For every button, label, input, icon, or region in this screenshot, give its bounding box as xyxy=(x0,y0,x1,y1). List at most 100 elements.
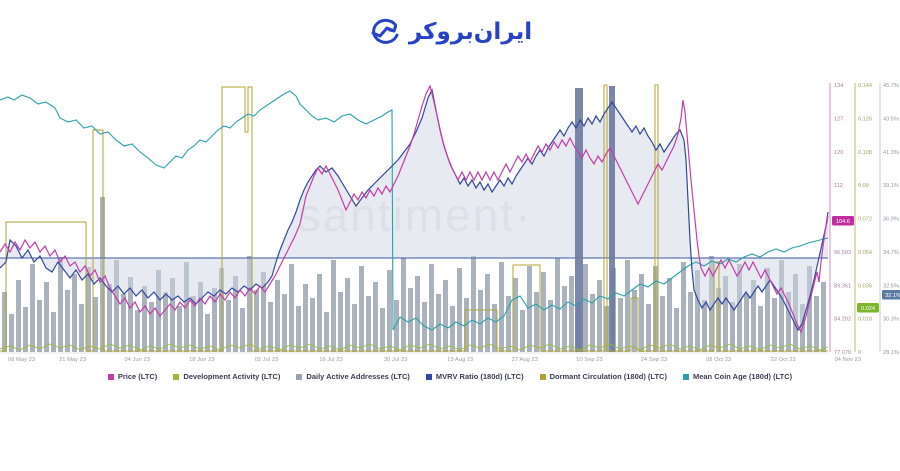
daa-bar xyxy=(618,298,623,352)
daa-bar xyxy=(443,280,448,352)
legend-item-3[interactable]: MVRV Ratio (180d) (LTC) xyxy=(425,372,524,381)
price-axis-tick: 112 xyxy=(834,183,843,189)
daa-bar xyxy=(23,307,28,352)
daa-bar xyxy=(702,300,707,352)
daa-bar xyxy=(513,278,518,352)
x-tick-label: 10 Sep 23 xyxy=(576,357,602,363)
legend-item-2[interactable]: Daily Active Addresses (LTC) xyxy=(296,372,410,381)
dormant-circulation-axis-tick: 0 xyxy=(858,350,861,356)
chart-legend: Price (LTC) Development Activity (LTC) Dai… xyxy=(0,372,900,381)
brand-circular-arrow-icon xyxy=(371,18,399,44)
daa-bar xyxy=(583,264,588,352)
x-tick-label: 22 Oct 23 xyxy=(771,357,796,363)
mean-coin-age-axis-tick: 43.5% xyxy=(883,116,899,122)
daa-bar xyxy=(499,262,504,352)
brand-logo: ایران‌بروکر xyxy=(0,8,900,56)
x-tick-label: 02 Jul 23 xyxy=(255,357,279,363)
daa-bar xyxy=(527,266,532,352)
daa-bar xyxy=(359,266,364,352)
daa-bar xyxy=(44,282,49,352)
development-activity-line xyxy=(0,343,829,351)
daa-bar xyxy=(744,294,749,352)
daa-bar xyxy=(387,270,392,352)
price-axis-tick: 120 xyxy=(834,150,843,156)
daa-bar xyxy=(373,282,378,352)
daa-bar xyxy=(506,296,511,352)
daa-bar xyxy=(457,268,462,352)
daa-bar xyxy=(345,278,350,352)
daa-bar xyxy=(142,286,147,352)
daa-bar xyxy=(72,274,77,352)
daa-bar xyxy=(688,292,693,352)
dormant-circulation-axis-badge-value: 0.024 xyxy=(861,306,875,312)
mean-coin-age-axis-badge-value: 32.1% xyxy=(885,293,900,299)
daa-bar xyxy=(779,260,784,352)
price-axis-badge-value: 104.6 xyxy=(836,219,850,225)
legend-swatch-icon xyxy=(296,373,303,380)
daa-bar xyxy=(205,314,210,352)
daa-bar xyxy=(408,288,413,352)
daa-bar xyxy=(338,292,343,352)
dormant-circulation-axis-tick: 0.072 xyxy=(858,217,872,223)
daa-bar xyxy=(422,302,427,352)
daa-bar xyxy=(128,277,133,352)
x-tick-label: 04 Nov 23 xyxy=(835,357,861,363)
daa-bar xyxy=(807,266,812,352)
daa-bar xyxy=(366,296,371,352)
daa-bar xyxy=(233,276,238,352)
price-axis-tick: 77.070 xyxy=(834,350,851,356)
daa-bar xyxy=(590,294,595,352)
x-tick-label: 30 Jul 23 xyxy=(384,357,408,363)
price-axis-tick: 134 xyxy=(834,83,843,89)
dormant-circulation-axis-tick: 0.036 xyxy=(858,283,872,289)
x-tick-label: 08 May 23 xyxy=(8,357,35,363)
daa-bar xyxy=(492,304,497,352)
dormant-circulation-axis-tick: 0.108 xyxy=(858,150,872,156)
daa-bar xyxy=(163,292,168,352)
legend-item-0[interactable]: Price (LTC) xyxy=(107,372,157,381)
mean-coin-age-axis-tick: 36.9% xyxy=(883,217,899,223)
daa-bar xyxy=(282,294,287,352)
daa-bar xyxy=(226,300,231,352)
daa-bar xyxy=(2,292,7,352)
dormant-circulation-axis-tick: 0.144 xyxy=(858,83,872,89)
daa-bar xyxy=(58,257,63,352)
legend-swatch-icon xyxy=(173,373,180,380)
daa-bar xyxy=(772,298,777,352)
daa-bar xyxy=(254,290,259,352)
daa-bar xyxy=(275,280,280,352)
daa-bar xyxy=(268,302,273,352)
legend-item-4[interactable]: Dormant Circulation (180d) (LTC) xyxy=(539,372,667,381)
legend-label: Dormant Circulation (180d) (LTC) xyxy=(549,372,667,381)
mean-coin-age-axis-tick: 34.7% xyxy=(883,250,899,256)
daa-bar xyxy=(121,294,126,352)
dormant-circulation-line xyxy=(0,84,828,352)
x-tick-label: 08 Oct 23 xyxy=(706,357,731,363)
daa-bar xyxy=(534,292,539,352)
daa-bar xyxy=(198,282,203,352)
daa-bar xyxy=(639,274,644,352)
mean-coin-age-line xyxy=(0,90,829,331)
daa-bar xyxy=(212,288,217,352)
daa-bar xyxy=(296,306,301,352)
x-tick-label: 13 Aug 23 xyxy=(447,357,473,363)
daa-bar xyxy=(9,314,14,352)
mean-coin-age-axis-tick: 41.3% xyxy=(883,150,899,156)
daa-bar xyxy=(65,290,70,352)
daa-bar xyxy=(646,304,651,352)
daa-bar xyxy=(37,300,42,352)
legend-item-5[interactable]: Mean Coin Age (180d) (LTC) xyxy=(682,372,792,381)
mean-coin-age-axis-tick: 30.3% xyxy=(883,317,899,323)
dormant-circulation-axis-tick: 0.054 xyxy=(858,250,872,256)
dormant-circulation-axis-badge xyxy=(857,303,879,313)
daa-bar xyxy=(464,298,469,352)
daa-bar xyxy=(814,296,819,352)
legend-item-1[interactable]: Development Activity (LTC) xyxy=(173,372,280,381)
daa-bar xyxy=(86,267,91,352)
daa-bar xyxy=(16,280,21,352)
daa-bar xyxy=(681,262,686,352)
daa-bar xyxy=(170,278,175,352)
mean-coin-age-axis-tick: 45.7% xyxy=(883,83,899,89)
